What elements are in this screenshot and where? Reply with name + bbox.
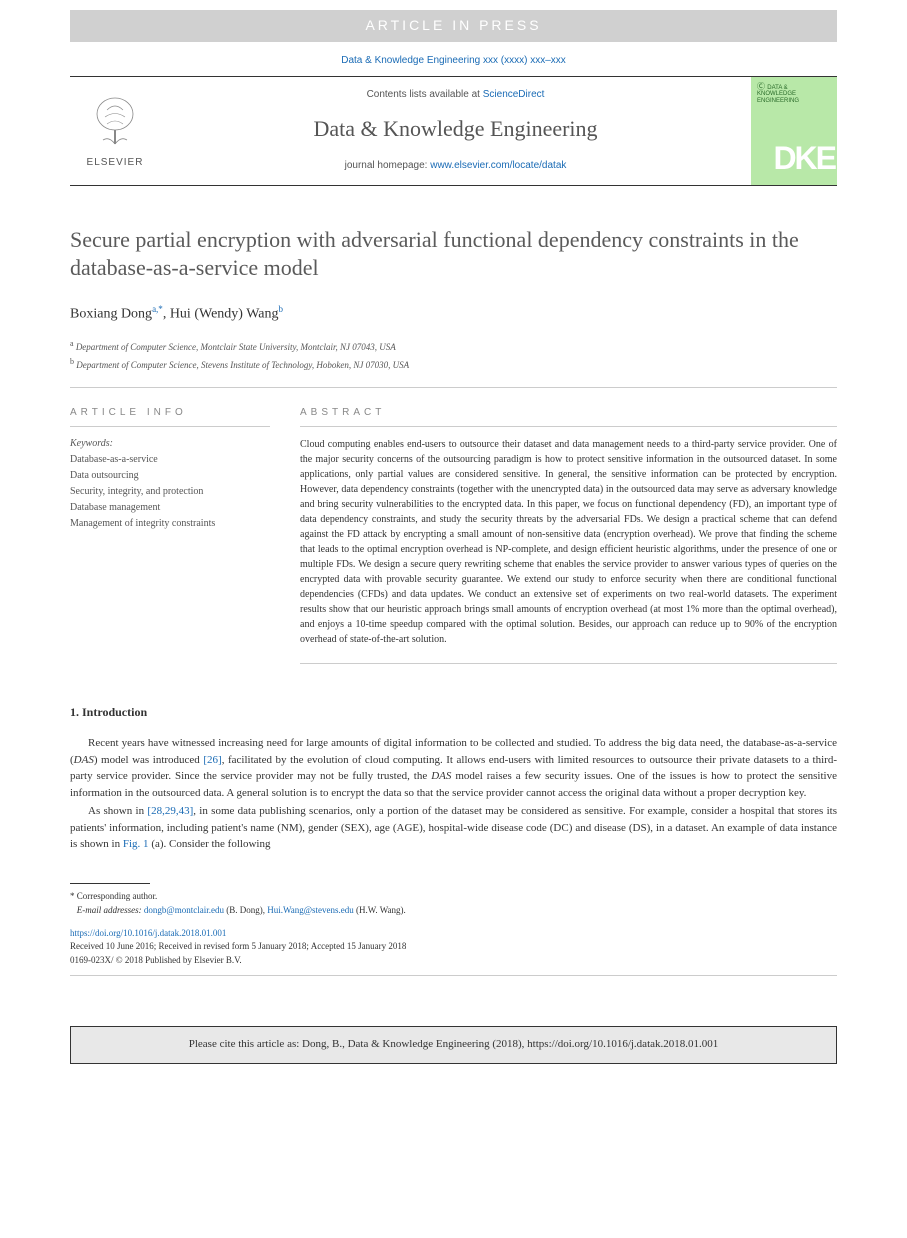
info-abstract-row: ARTICLE INFO Keywords: Database-as-a-ser…: [70, 406, 837, 664]
journal-reference-line: Data & Knowledge Engineering xxx (xxxx) …: [0, 42, 907, 76]
figure-ref[interactable]: Fig. 1: [123, 838, 149, 850]
citation-box: Please cite this article as: Dong, B., D…: [70, 1026, 837, 1063]
email-addresses-line: E-mail addresses: dongb@montclair.edu (B…: [70, 904, 837, 917]
elsevier-label: ELSEVIER: [87, 156, 144, 170]
abstract-heading: ABSTRACT: [300, 406, 837, 427]
copyright-line: 0169-023X/ © 2018 Published by Elsevier …: [70, 954, 837, 967]
contents-lists-prefix: Contents lists available at: [367, 89, 483, 100]
article-in-press-banner: ARTICLE IN PRESS: [70, 10, 837, 42]
article-info-column: ARTICLE INFO Keywords: Database-as-a-ser…: [70, 406, 270, 664]
keyword-item: Security, integrity, and protection: [70, 485, 270, 499]
keywords-label: Keywords:: [70, 437, 270, 451]
journal-homepage-line: journal homepage: www.elsevier.com/locat…: [345, 159, 567, 173]
authors-line: Boxiang Donga,*, Hui (Wendy) Wangb: [70, 303, 837, 324]
keyword-item: Database-as-a-service: [70, 453, 270, 467]
footnote-separator: [70, 883, 150, 884]
article-title: Secure partial encryption with adversari…: [70, 226, 837, 283]
cover-dke-text: DKE: [773, 136, 835, 181]
author-email-1[interactable]: dongb@montclair.edu: [144, 905, 224, 915]
affiliations: a Department of Computer Science, Montcl…: [70, 338, 837, 388]
journal-cover-thumbnail: Ⓒ DATA & KNOWLEDGE ENGINEERING DKE: [751, 77, 837, 185]
journal-homepage-link[interactable]: www.elsevier.com/locate/datak: [430, 160, 566, 171]
affiliation-b: b Department of Computer Science, Steven…: [70, 356, 837, 372]
article-info-heading: ARTICLE INFO: [70, 406, 270, 427]
section-heading-introduction: 1. Introduction: [70, 704, 837, 721]
intro-paragraph-1: Recent years have witnessed increasing n…: [70, 735, 837, 801]
intro-paragraph-2: As shown in [28,29,43], in some data pub…: [70, 803, 837, 853]
doi-link[interactable]: https://doi.org/10.1016/j.datak.2018.01.…: [70, 928, 226, 938]
journal-name: Data & Knowledge Engineering: [313, 114, 597, 145]
author-separator: ,: [163, 306, 170, 321]
journal-masthead: ELSEVIER Contents lists available at Sci…: [70, 76, 837, 186]
author-1: Boxiang Dong: [70, 306, 152, 321]
sciencedirect-link[interactable]: ScienceDirect: [483, 89, 545, 100]
contents-lists-line: Contents lists available at ScienceDirec…: [367, 88, 545, 102]
abstract-text: Cloud computing enables end-users to out…: [300, 437, 837, 664]
author-2: Hui (Wendy) Wang: [170, 306, 279, 321]
masthead-center: Contents lists available at ScienceDirec…: [160, 77, 751, 185]
keyword-item: Database management: [70, 501, 270, 515]
elsevier-tree-icon: [85, 92, 145, 152]
article-history: Received 10 June 2016; Received in revis…: [70, 940, 837, 953]
doi-block: https://doi.org/10.1016/j.datak.2018.01.…: [70, 927, 837, 977]
cover-badge: Ⓒ DATA & KNOWLEDGE ENGINEERING: [757, 83, 831, 105]
citation-ref[interactable]: [28,29,43]: [147, 805, 193, 817]
keyword-item: Management of integrity constraints: [70, 517, 270, 531]
author-2-affil: b: [279, 304, 284, 314]
abstract-column: ABSTRACT Cloud computing enables end-use…: [300, 406, 837, 664]
affiliation-a: a Department of Computer Science, Montcl…: [70, 338, 837, 354]
homepage-prefix: journal homepage:: [345, 160, 431, 171]
elsevier-logo: ELSEVIER: [70, 77, 160, 185]
keyword-item: Data outsourcing: [70, 469, 270, 483]
author-1-affil: a,*: [152, 304, 163, 314]
corresponding-author-note: * Corresponding author.: [70, 890, 837, 903]
article-content: Secure partial encryption with adversari…: [0, 186, 907, 997]
citation-ref[interactable]: [26]: [203, 754, 221, 766]
author-email-2[interactable]: Hui.Wang@stevens.edu: [267, 905, 354, 915]
